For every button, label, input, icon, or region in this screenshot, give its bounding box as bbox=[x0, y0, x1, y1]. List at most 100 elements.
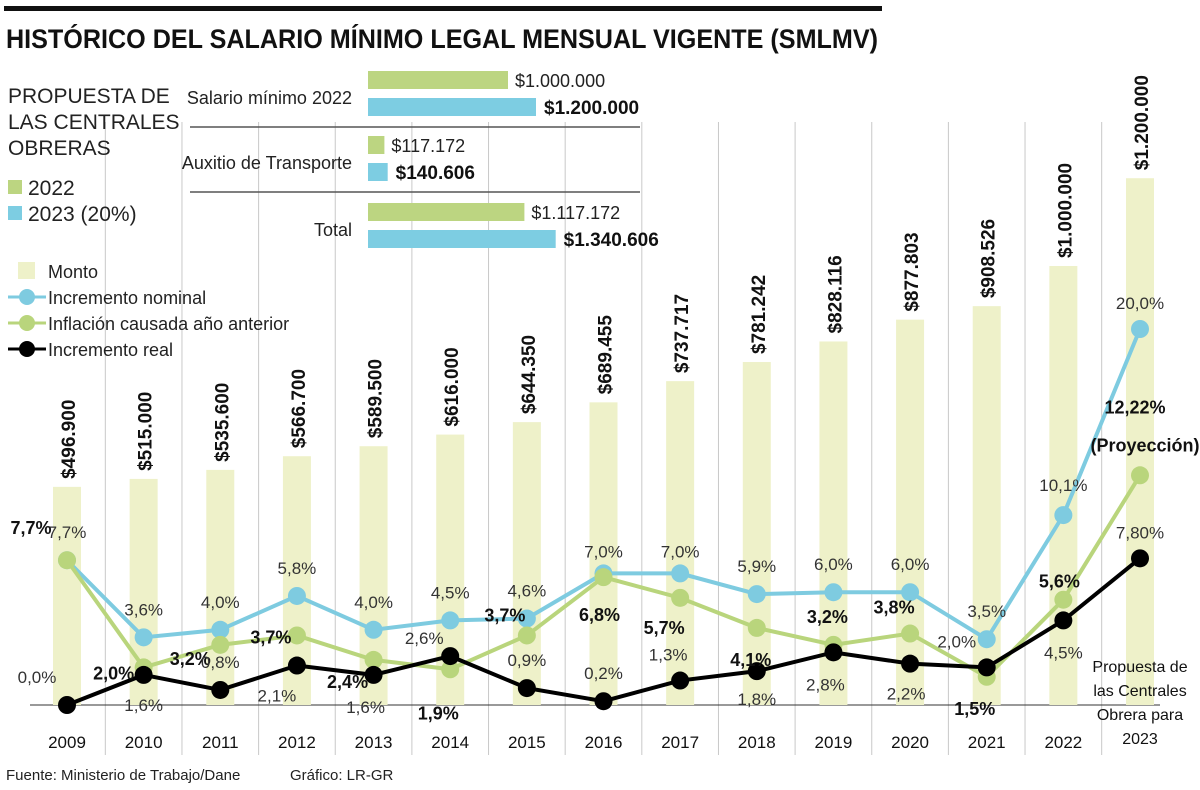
proposal-legend-label: 2022 bbox=[28, 177, 75, 200]
bar-value-label: $689.455 bbox=[596, 315, 617, 395]
x-tick-label: 2014 bbox=[431, 733, 469, 752]
bar-monto bbox=[1126, 178, 1154, 705]
point-value-label: 5,9% bbox=[737, 557, 776, 576]
point-value-label: 6,0% bbox=[891, 555, 930, 574]
data-point bbox=[364, 665, 383, 684]
bar-value-label: $737.717 bbox=[672, 294, 693, 373]
data-point bbox=[211, 635, 230, 654]
point-value-label: 2,6% bbox=[405, 629, 444, 648]
data-point bbox=[364, 620, 383, 639]
point-value-label: 7,7% bbox=[10, 518, 51, 538]
data-point bbox=[1054, 506, 1073, 525]
legend-label: Monto bbox=[48, 262, 98, 282]
source-note: Fuente: Ministerio de Trabajo/Dane bbox=[6, 767, 240, 784]
legend-label: Incremento nominal bbox=[48, 288, 206, 308]
data-point bbox=[901, 583, 920, 602]
point-value-label: 1,6% bbox=[124, 696, 163, 715]
data-point bbox=[1131, 466, 1149, 485]
bar-value-label: $828.116 bbox=[825, 255, 846, 333]
proposal-row-label: Salario mínimo 2022 bbox=[187, 88, 352, 108]
point-value-label: 3,2% bbox=[170, 649, 211, 669]
x-tick-label: 2015 bbox=[508, 733, 546, 752]
data-point bbox=[747, 662, 766, 681]
data-point bbox=[594, 692, 613, 711]
bar-monto bbox=[589, 402, 618, 705]
point-value-label: 5,8% bbox=[278, 559, 317, 578]
legend-swatch-monto bbox=[18, 262, 35, 279]
legend-label: Inflación causada año anterior bbox=[48, 314, 289, 334]
point-value-label: 4,6% bbox=[507, 582, 546, 601]
bar-monto bbox=[896, 319, 925, 705]
point-value-label: 6,0% bbox=[814, 555, 853, 574]
data-point bbox=[517, 679, 536, 698]
point-value-label: 0,0% bbox=[18, 668, 57, 687]
bar-value-label: $515.000 bbox=[136, 392, 157, 471]
point-value-label: 7,0% bbox=[584, 542, 623, 561]
point-value-label: 10,1% bbox=[1039, 476, 1087, 495]
point-value-label: 4,0% bbox=[201, 593, 240, 612]
proposal-value-2022: $117.172 bbox=[391, 136, 465, 156]
point-value-label: 1,6% bbox=[346, 698, 385, 717]
data-point bbox=[594, 568, 613, 587]
proposal-heading: PROPUESTA DE bbox=[8, 85, 170, 108]
point-value-label: 2,0% bbox=[93, 663, 134, 683]
bar-value-label: $535.600 bbox=[212, 383, 233, 462]
proposal-value-2023: $140.606 bbox=[396, 163, 475, 184]
bar-monto bbox=[1049, 266, 1078, 705]
proposal-heading: OBRERAS bbox=[8, 137, 111, 160]
data-point bbox=[441, 611, 460, 630]
data-point bbox=[287, 626, 306, 645]
data-point bbox=[901, 624, 920, 643]
x-tick-label: 2021 bbox=[968, 733, 1006, 752]
x-tick-label: 2011 bbox=[202, 733, 239, 752]
bar-value-label: $877.803 bbox=[902, 232, 923, 311]
data-point bbox=[364, 650, 383, 669]
x-tick-label: 2012 bbox=[278, 733, 316, 752]
proposal-bar-2022 bbox=[368, 203, 525, 221]
bar-monto bbox=[53, 486, 81, 705]
x-tick-label: 2019 bbox=[815, 733, 853, 752]
top-rule bbox=[4, 6, 882, 11]
proposal-row-label: Total bbox=[314, 220, 352, 240]
bar-monto bbox=[206, 469, 235, 705]
point-value-label: 1,9% bbox=[418, 703, 459, 723]
data-point bbox=[824, 583, 843, 602]
data-point bbox=[1131, 320, 1149, 338]
point-value-label: 7,7% bbox=[48, 523, 87, 542]
data-point bbox=[58, 696, 76, 714]
bar-value-label: $616.000 bbox=[442, 347, 463, 426]
data-point bbox=[977, 658, 996, 677]
bar-monto bbox=[742, 362, 771, 705]
x-tick-label: 2009 bbox=[48, 733, 86, 752]
data-point bbox=[671, 588, 690, 607]
data-point bbox=[671, 671, 690, 690]
x-tick-label: 2016 bbox=[585, 733, 623, 752]
data-point bbox=[287, 656, 306, 675]
data-point bbox=[58, 551, 76, 570]
proposal-value-2023: $1.200.000 bbox=[544, 98, 639, 119]
point-value-label: 20,0% bbox=[1116, 294, 1164, 313]
data-point bbox=[901, 654, 920, 673]
legend-swatch-2023 (20%) bbox=[8, 206, 22, 220]
point-value-label: 0,8% bbox=[201, 653, 240, 672]
point-value-label: 4,5% bbox=[1044, 643, 1083, 662]
x-tick-label: 2010 bbox=[125, 733, 163, 752]
legend-marker bbox=[19, 341, 35, 357]
data-point bbox=[287, 586, 306, 605]
proposal-bar-2022 bbox=[368, 136, 385, 154]
data-point bbox=[134, 665, 153, 684]
proposal-heading: LAS CENTRALES bbox=[8, 111, 180, 134]
point-value-label: 3,5% bbox=[967, 602, 1006, 621]
point-value-label: 3,2% bbox=[807, 607, 848, 627]
point-value-label: 4,1% bbox=[730, 650, 771, 670]
proposal-value-2022: $1.117.172 bbox=[531, 203, 620, 223]
bar-value-label: $589.500 bbox=[366, 359, 387, 438]
bar-value-label: $496.900 bbox=[59, 400, 80, 479]
bar-value-label: $644.350 bbox=[519, 335, 540, 414]
data-point bbox=[441, 647, 460, 666]
point-value-label: 2,1% bbox=[258, 687, 297, 706]
point-value-label: 3,7% bbox=[250, 627, 291, 647]
point-value-label: 5,7% bbox=[644, 618, 685, 638]
legend-label: Incremento real bbox=[48, 340, 173, 360]
point-value-label: 1,3% bbox=[649, 646, 688, 665]
